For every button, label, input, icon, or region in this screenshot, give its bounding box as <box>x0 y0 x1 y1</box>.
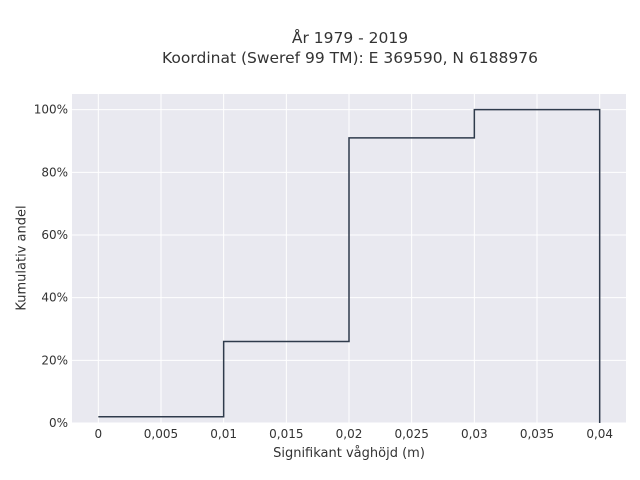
x-tick-label: 0 <box>95 427 103 441</box>
y-axis-label: Kumulativ andel <box>14 205 30 311</box>
chart-subtitle: Koordinat (Sweref 99 TM): E 369590, N 61… <box>162 49 538 67</box>
y-tick-label: 80% <box>41 165 68 179</box>
x-tick-label: 0,015 <box>269 427 303 441</box>
x-tick-label: 0,04 <box>586 427 613 441</box>
x-axis-label: Signifikant våghöjd (m) <box>273 446 425 461</box>
x-tick-label: 0,02 <box>336 427 363 441</box>
chart-title: År 1979 - 2019 <box>291 29 409 47</box>
x-tick-label: 0,035 <box>520 427 554 441</box>
x-tick-label: 0,03 <box>461 427 488 441</box>
x-tick-label: 0,025 <box>394 427 428 441</box>
chart-title-block: År 1979 - 2019 Koordinat (Sweref 99 TM):… <box>0 28 640 68</box>
y-tick-label: 40% <box>41 291 68 305</box>
x-tick-label: 0,005 <box>144 427 178 441</box>
y-tick-label: 0% <box>49 416 68 430</box>
x-tick-label: 0,01 <box>210 427 237 441</box>
y-tick-label: 20% <box>41 353 68 367</box>
y-tick-label: 60% <box>41 228 68 242</box>
series-line <box>98 108 601 423</box>
y-tick-label: 100% <box>34 103 68 117</box>
